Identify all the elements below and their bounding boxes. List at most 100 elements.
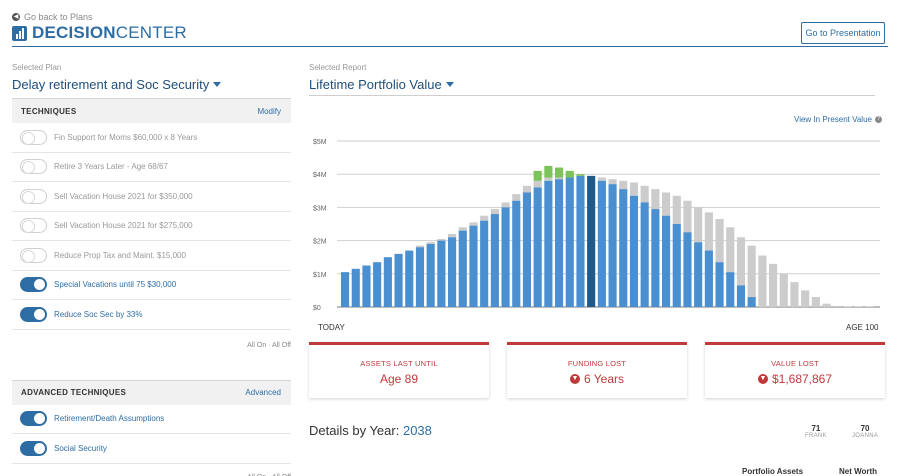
portfolio-bar[interactable] (726, 272, 735, 307)
portfolio-bar[interactable] (544, 180, 553, 307)
baseline-bar[interactable] (726, 227, 735, 273)
baseline-bar[interactable] (629, 182, 639, 196)
technique-toggle[interactable] (20, 218, 47, 234)
portfolio-bar[interactable] (608, 184, 617, 307)
advanced-link[interactable]: Advanced (245, 388, 281, 397)
baseline-bar[interactable] (833, 306, 842, 307)
portfolio-bar[interactable] (512, 200, 521, 307)
baseline-bar[interactable] (779, 273, 788, 307)
baseline-bar[interactable] (854, 306, 863, 307)
technique-toggle[interactable] (20, 411, 47, 427)
selected-plan-dropdown[interactable]: Delay retirement and Soc Security (12, 77, 222, 92)
baseline-bar[interactable] (533, 180, 542, 188)
gain-bar[interactable] (533, 170, 542, 181)
portfolio-bar[interactable] (694, 242, 703, 307)
techniques-all-on-off[interactable]: All On · All Off (247, 341, 291, 349)
baseline-bar[interactable] (490, 209, 499, 215)
portfolio-bar[interactable] (747, 297, 756, 307)
gain-bar[interactable] (544, 165, 553, 178)
baseline-bar[interactable] (415, 245, 425, 248)
portfolio-bar[interactable] (704, 250, 713, 307)
details-year[interactable]: 2038 (402, 423, 432, 438)
baseline-bar[interactable] (758, 255, 767, 307)
portfolio-bar[interactable] (576, 175, 585, 307)
technique-toggle[interactable] (20, 277, 47, 293)
modify-link[interactable]: Modify (257, 106, 281, 116)
baseline-bar[interactable] (769, 263, 778, 307)
portfolio-bar[interactable] (362, 265, 371, 308)
baseline-bar[interactable] (448, 233, 457, 238)
portfolio-bar[interactable] (640, 202, 649, 307)
portfolio-bar[interactable] (341, 272, 350, 307)
technique-toggle[interactable] (20, 159, 47, 175)
baseline-bar[interactable] (522, 185, 532, 193)
baseline-bar[interactable] (672, 195, 681, 224)
portfolio-bar[interactable] (619, 189, 628, 307)
baseline-bar[interactable] (790, 282, 799, 307)
portfolio-bar[interactable] (533, 187, 542, 307)
technique-toggle[interactable] (20, 440, 47, 456)
baseline-bar[interactable] (811, 297, 820, 307)
baseline-bar[interactable] (865, 306, 874, 307)
baseline-bar[interactable] (747, 245, 756, 298)
portfolio-bar[interactable] (469, 225, 478, 307)
portfolio-bar[interactable] (501, 207, 510, 307)
selected-report-dropdown[interactable]: Lifetime Portfolio Value (309, 77, 454, 92)
go-to-presentation-button[interactable]: Go to Presentation (801, 22, 885, 44)
gain-bar[interactable] (565, 170, 574, 178)
baseline-bar[interactable] (843, 306, 853, 307)
portfolio-bar[interactable] (480, 220, 489, 307)
baseline-bar[interactable] (801, 290, 810, 307)
gain-bar[interactable] (555, 167, 564, 178)
portfolio-bar[interactable] (373, 262, 382, 307)
baseline-bar[interactable] (437, 238, 446, 241)
portfolio-bar[interactable] (405, 250, 414, 307)
baseline-bar[interactable] (608, 179, 617, 185)
portfolio-bar[interactable] (736, 285, 746, 307)
portfolio-bar[interactable] (672, 224, 681, 307)
baseline-bar[interactable] (683, 200, 692, 233)
baseline-bar[interactable] (555, 177, 564, 180)
technique-toggle[interactable] (20, 306, 47, 322)
baseline-bar[interactable] (662, 192, 671, 216)
baseline-bar[interactable] (458, 227, 467, 231)
baseline-bar[interactable] (822, 303, 831, 307)
gain-bar[interactable] (576, 174, 585, 176)
back-to-plans-link[interactable]: ◀ Go back to Plans (12, 12, 93, 22)
advanced-all-on-off[interactable]: All On · All Off (12, 468, 291, 476)
baseline-bar[interactable] (469, 222, 478, 226)
portfolio-bar[interactable] (565, 177, 574, 307)
portfolio-bar[interactable] (394, 253, 403, 307)
portfolio-bar[interactable] (555, 179, 564, 307)
view-in-present-value-link[interactable]: View In Present Value ? (794, 115, 882, 124)
help-icon[interactable]: ? (874, 116, 882, 123)
portfolio-bar[interactable] (458, 230, 467, 307)
baseline-bar[interactable] (480, 215, 489, 221)
baseline-bar[interactable] (651, 189, 660, 210)
portfolio-bar[interactable] (426, 243, 435, 307)
technique-toggle[interactable] (20, 188, 47, 204)
portfolio-bar[interactable] (415, 247, 425, 307)
portfolio-bar[interactable] (383, 257, 392, 307)
baseline-bar[interactable] (512, 194, 521, 201)
baseline-bar[interactable] (544, 177, 553, 181)
portfolio-bar[interactable] (651, 209, 660, 307)
portfolio-bar[interactable] (715, 262, 724, 307)
baseline-bar[interactable] (597, 177, 606, 181)
portfolio-bar[interactable] (662, 215, 671, 307)
baseline-bar[interactable] (715, 219, 724, 263)
portfolio-bar[interactable] (351, 268, 360, 307)
baseline-bar[interactable] (704, 212, 713, 251)
portfolio-bar[interactable] (597, 180, 606, 307)
technique-toggle[interactable] (20, 247, 47, 263)
portfolio-bar[interactable] (683, 232, 692, 307)
baseline-bar[interactable] (640, 185, 649, 203)
portfolio-bar[interactable] (629, 195, 639, 307)
baseline-bar[interactable] (736, 237, 746, 286)
portfolio-bar[interactable] (448, 237, 457, 307)
baseline-bar[interactable] (694, 207, 703, 243)
technique-toggle[interactable] (20, 129, 47, 145)
portfolio-bar[interactable] (522, 192, 532, 307)
baseline-bar[interactable] (501, 202, 510, 208)
portfolio-bar[interactable] (587, 175, 596, 307)
